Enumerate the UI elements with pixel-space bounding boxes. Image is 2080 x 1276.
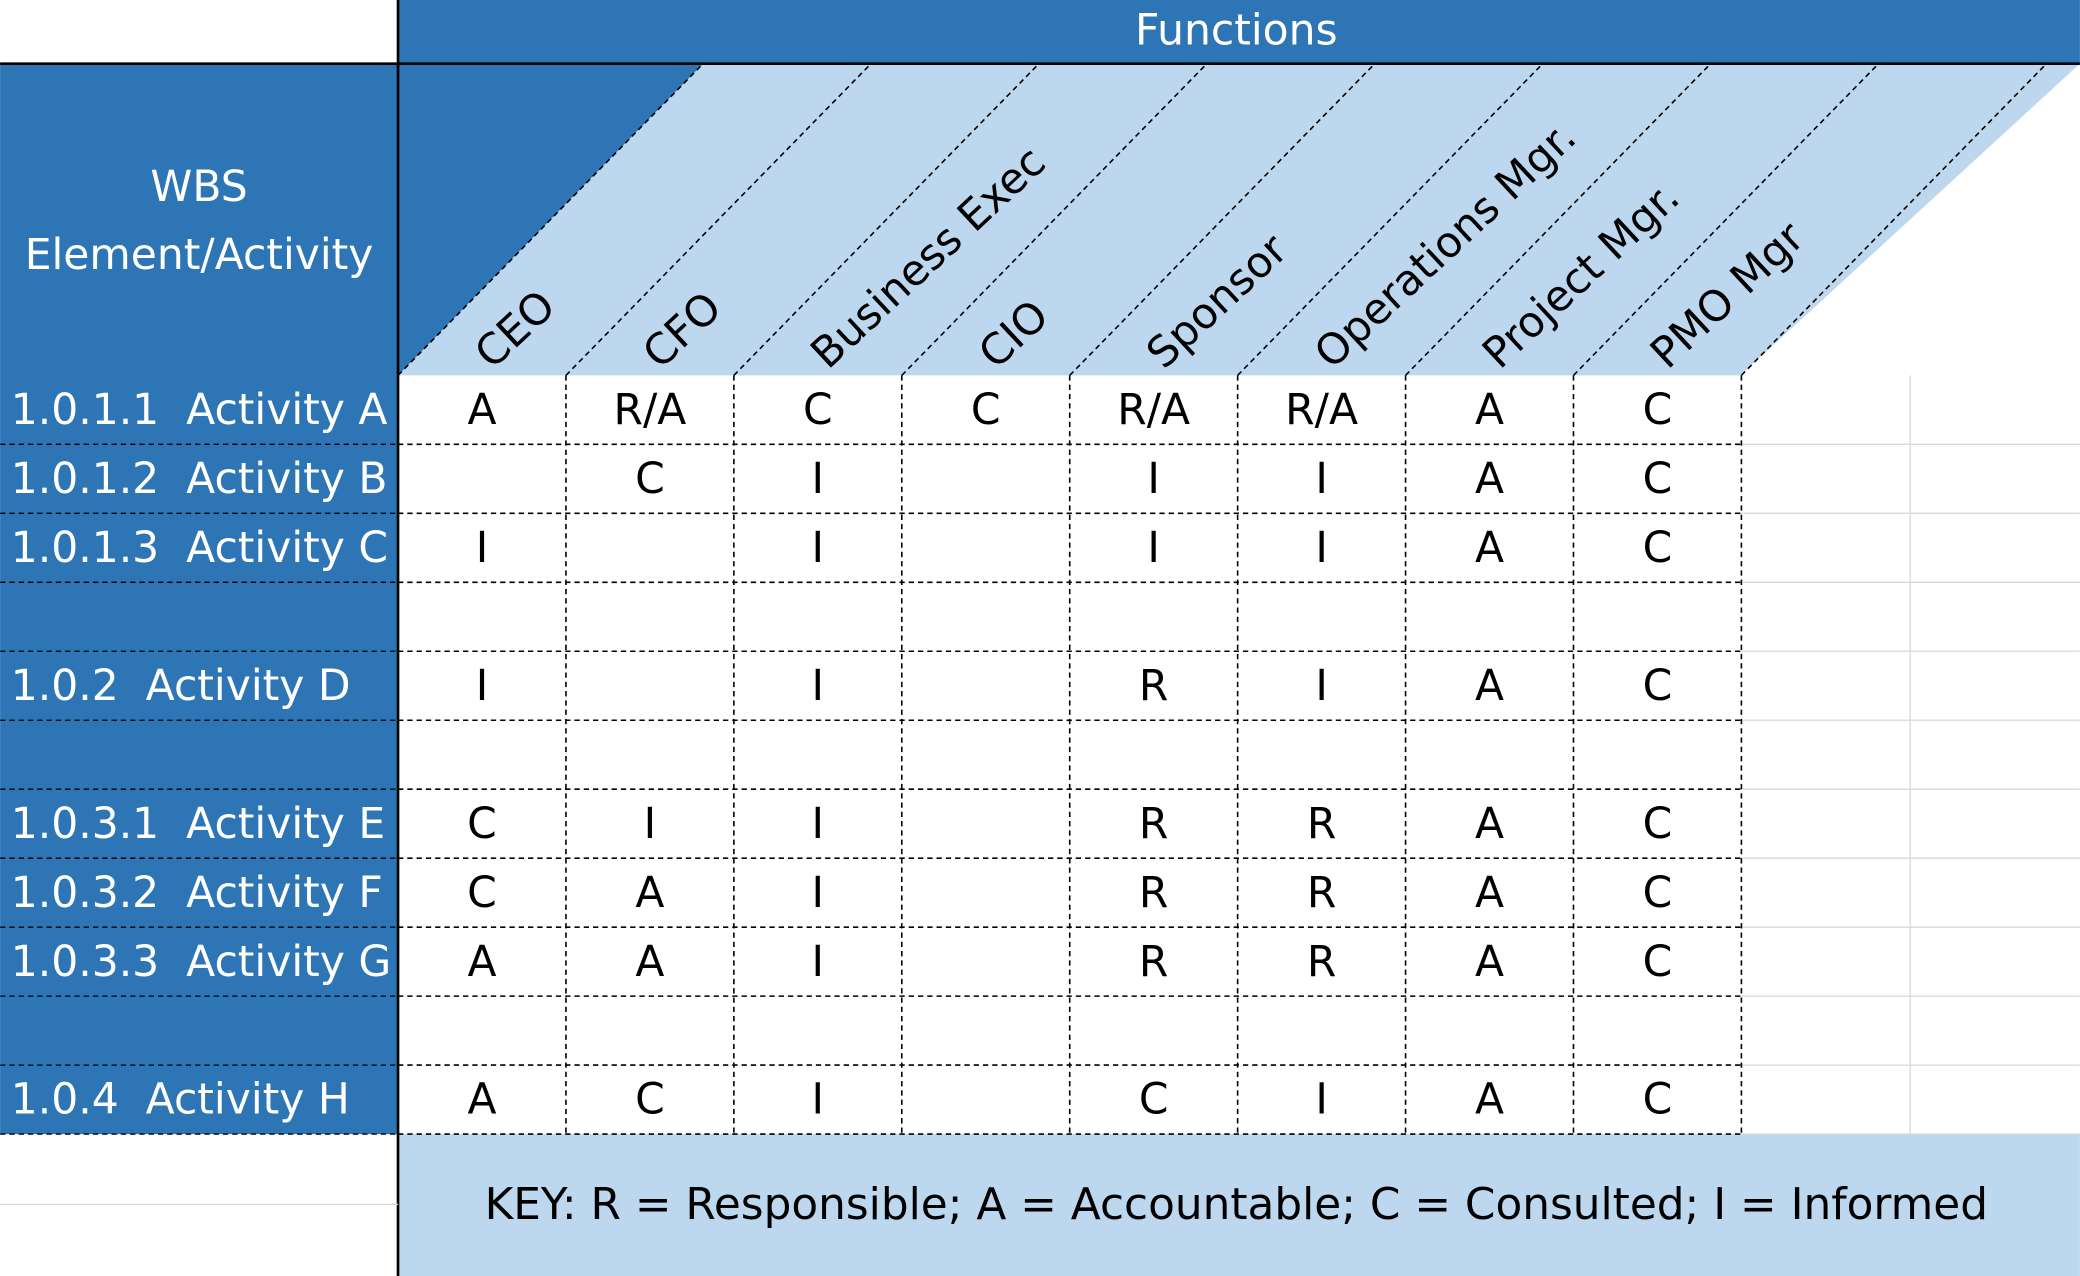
activity-label: 1.0.1.1 Activity A (11, 386, 388, 435)
raci-cell: I (812, 662, 825, 711)
raci-cell: I (812, 869, 825, 918)
activity-label: 1.0.4 Activity H (11, 1076, 350, 1125)
raci-cell: C (1643, 800, 1673, 849)
raci-cell: I (812, 524, 825, 573)
raci-cell: I (476, 524, 489, 573)
raci-cell: I (812, 455, 825, 504)
column-header-band (398, 63, 2080, 376)
raci-cell: A (1475, 386, 1504, 435)
raci-cell: I (812, 938, 825, 987)
activity-label: 1.0.3.2 Activity F (11, 869, 383, 918)
header-divider (901, 63, 1208, 376)
key-band (398, 1134, 2080, 1276)
raci-cell: A (1475, 1076, 1504, 1125)
raci-cell: I (644, 800, 657, 849)
header-divider (1404, 63, 1712, 376)
raci-cell: R (1139, 869, 1169, 918)
header-divider (733, 63, 1040, 376)
wbs-title: WBS (150, 163, 247, 212)
raci-cell: C (971, 386, 1001, 435)
raci-cell: C (467, 869, 497, 918)
raci-cell: C (803, 386, 833, 435)
raci-cell: C (1643, 386, 1673, 435)
raci-cell: A (635, 938, 664, 987)
activity-label: 1.0.2 Activity D (11, 662, 351, 711)
header-divider (565, 63, 872, 376)
raci-cell: R/A (1285, 386, 1358, 435)
raci-cell: R (1139, 938, 1169, 987)
wbs-panel (0, 63, 704, 1135)
raci-cell: I (1315, 662, 1328, 711)
raci-cell: I (1315, 524, 1328, 573)
raci-cell: A (635, 869, 664, 918)
raci-cell: C (635, 1076, 665, 1125)
raci-cell: R/A (1117, 386, 1190, 435)
raci-cell: C (467, 800, 497, 849)
raci-cell: C (1643, 869, 1673, 918)
raci-cell: I (1315, 1076, 1328, 1125)
raci-cell: C (1139, 1076, 1169, 1125)
raci-cell: C (1643, 524, 1673, 573)
raci-cell: A (1475, 455, 1504, 504)
raci-cell: A (1475, 662, 1504, 711)
raci-cell: I (812, 800, 825, 849)
raci-cell: R (1307, 800, 1337, 849)
raci-cell: R (1307, 869, 1337, 918)
raci-cell: I (1147, 455, 1160, 504)
wbs-title: Element/Activity (25, 231, 374, 280)
raci-cell: A (1475, 800, 1504, 849)
raci-cell: I (1147, 524, 1160, 573)
key-text: KEY: R = Responsible; A = Accountable; C… (485, 1179, 1988, 1230)
header-divider (397, 63, 704, 376)
raci-cell: R (1139, 662, 1169, 711)
activity-label: 1.0.1.2 Activity B (11, 455, 388, 504)
raci-cell: I (812, 1076, 825, 1125)
raci-cell: A (467, 386, 496, 435)
raci-cell: C (635, 455, 665, 504)
activity-label: 1.0.3.1 Activity E (11, 800, 385, 849)
activity-label: 1.0.3.3 Activity G (11, 938, 392, 987)
raci-cell: A (1475, 938, 1504, 987)
activity-label: 1.0.1.3 Activity C (11, 524, 388, 573)
raci-cell: C (1643, 938, 1673, 987)
raci-cell: C (1643, 455, 1673, 504)
header-divider (1069, 63, 1376, 376)
functions-bar (398, 0, 2080, 64)
header-divider (1237, 63, 1544, 376)
raci-cell: R (1139, 800, 1169, 849)
raci-cell: I (476, 662, 489, 711)
raci-cell: A (467, 938, 496, 987)
functions-title: Functions (1135, 7, 1338, 56)
raci-cell: R (1307, 938, 1337, 987)
header-divider (1572, 63, 1880, 376)
header-divider (1740, 63, 2048, 376)
raci-cell: R/A (613, 386, 686, 435)
raci-cell: C (1643, 1076, 1673, 1125)
raci-cell: A (1475, 524, 1504, 573)
raci-cell: C (1643, 662, 1673, 711)
raci-cell: I (1315, 455, 1328, 504)
raci-cell: A (1475, 869, 1504, 918)
raci-cell: A (467, 1076, 496, 1125)
